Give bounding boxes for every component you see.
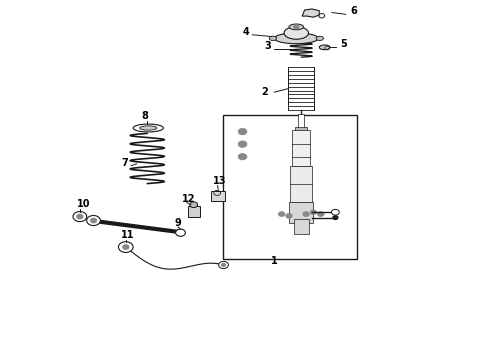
Text: 2: 2	[261, 87, 268, 97]
Bar	[295, 127, 307, 131]
Ellipse shape	[289, 24, 304, 30]
Polygon shape	[302, 9, 319, 17]
Circle shape	[318, 212, 324, 216]
Text: 13: 13	[213, 176, 227, 186]
Circle shape	[123, 245, 129, 249]
Circle shape	[190, 202, 197, 208]
Bar	[291, 166, 312, 202]
Ellipse shape	[284, 27, 309, 39]
Circle shape	[331, 210, 339, 215]
Bar	[223, 116, 357, 259]
Bar	[211, 191, 225, 201]
Text: 6: 6	[350, 6, 357, 16]
Circle shape	[238, 129, 247, 135]
Text: 5: 5	[340, 39, 347, 49]
Bar	[188, 206, 199, 217]
Circle shape	[303, 212, 309, 216]
Text: 7: 7	[122, 158, 128, 168]
Ellipse shape	[319, 45, 330, 50]
Text: 8: 8	[141, 111, 148, 121]
Text: 3: 3	[265, 41, 271, 51]
Circle shape	[175, 229, 185, 236]
Ellipse shape	[316, 36, 323, 41]
Text: 1: 1	[271, 256, 278, 266]
Text: 12: 12	[181, 194, 195, 203]
Text: 9: 9	[174, 218, 181, 228]
Text: 4: 4	[243, 27, 249, 37]
Text: 11: 11	[122, 230, 135, 240]
Circle shape	[238, 153, 247, 160]
Text: 10: 10	[77, 198, 91, 208]
Circle shape	[119, 242, 133, 252]
Bar	[293, 130, 310, 166]
Ellipse shape	[274, 33, 318, 44]
Circle shape	[311, 210, 317, 215]
Circle shape	[238, 141, 247, 147]
Circle shape	[286, 214, 292, 218]
Circle shape	[73, 212, 87, 222]
Ellipse shape	[133, 124, 163, 132]
Circle shape	[87, 216, 100, 226]
Ellipse shape	[140, 126, 157, 130]
Bar	[294, 220, 309, 234]
Circle shape	[91, 219, 97, 223]
Circle shape	[221, 264, 225, 266]
Bar	[289, 202, 314, 223]
Circle shape	[333, 216, 338, 220]
Bar	[298, 114, 304, 128]
Circle shape	[219, 261, 228, 269]
Circle shape	[294, 25, 299, 29]
Circle shape	[77, 215, 83, 219]
Circle shape	[279, 212, 285, 216]
Ellipse shape	[269, 36, 276, 41]
